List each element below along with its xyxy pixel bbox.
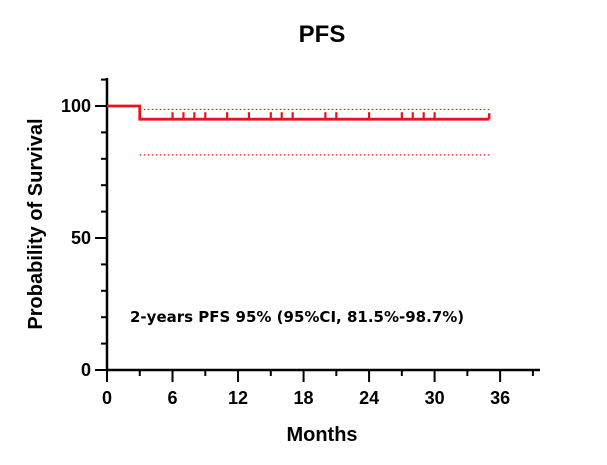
x-tick-label: 6	[168, 388, 178, 408]
x-tick-label: 12	[228, 388, 248, 408]
y-tick-label: 0	[81, 360, 91, 380]
x-tick-label: 18	[294, 388, 314, 408]
y-tick-label: 50	[71, 228, 91, 248]
chart-title: PFS	[299, 21, 346, 48]
survival-curve	[107, 104, 490, 121]
y-tick-label: 100	[61, 96, 91, 116]
x-tick-label: 0	[102, 388, 112, 408]
survival-annotation: 2-years PFS 95% (95%CI, 81.5%-98.7%)	[130, 308, 464, 326]
x-tick-label: 24	[359, 388, 379, 408]
y-axis-label: Probability of Survival	[25, 118, 47, 329]
x-tick-label: 36	[490, 388, 510, 408]
x-tick-label: 30	[425, 388, 445, 408]
x-axis-label: Months	[286, 424, 357, 446]
